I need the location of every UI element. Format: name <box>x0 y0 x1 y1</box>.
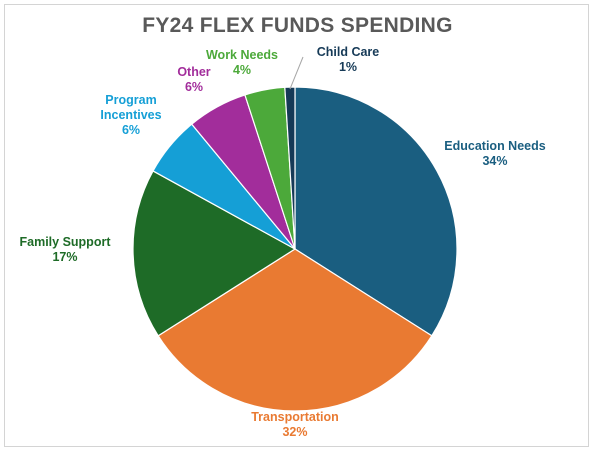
pie-slice-child-care <box>284 86 296 250</box>
data-label-program-incentives: Incentives <box>100 108 161 122</box>
pie-slice-education-needs <box>294 86 458 337</box>
data-label-value-child-care: 1% <box>339 60 357 74</box>
data-label-value-family-support: 17% <box>52 250 77 264</box>
data-label-value-other: 6% <box>185 80 203 94</box>
leader-line-child-care <box>289 56 304 90</box>
data-label-other: Other <box>177 65 210 79</box>
data-label-value-work-needs: 4% <box>233 63 251 77</box>
data-label-family-support: Family Support <box>20 235 112 249</box>
data-label-education-needs: Education Needs <box>444 139 545 153</box>
data-label-work-needs: Work Needs <box>206 48 278 62</box>
data-label-child-care: Child Care <box>317 45 380 59</box>
data-label-transportation: Transportation <box>251 410 339 424</box>
data-label-value-program-incentives: 6% <box>122 123 140 137</box>
data-label-value-education-needs: 34% <box>482 154 507 168</box>
chart-title: FY24 FLEX FUNDS SPENDING <box>142 14 453 37</box>
data-label-program-incentives: Program <box>105 93 156 107</box>
pie-slice-family-support <box>132 170 297 337</box>
data-label-value-transportation: 32% <box>282 425 307 439</box>
pie-slice-transportation <box>157 248 433 412</box>
